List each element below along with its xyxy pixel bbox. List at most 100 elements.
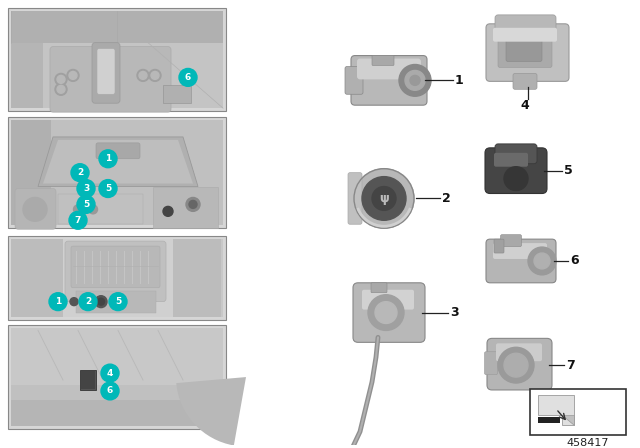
Polygon shape	[538, 395, 574, 425]
FancyBboxPatch shape	[50, 47, 171, 112]
Wedge shape	[176, 377, 246, 445]
Circle shape	[149, 69, 161, 82]
Text: 6: 6	[185, 73, 191, 82]
Bar	[11, 120, 223, 225]
Circle shape	[69, 71, 77, 79]
FancyBboxPatch shape	[498, 34, 552, 68]
FancyBboxPatch shape	[487, 338, 552, 390]
Bar	[11, 328, 223, 426]
Bar	[153, 186, 218, 228]
Bar	[11, 239, 223, 317]
Text: 2: 2	[77, 168, 83, 177]
Circle shape	[151, 71, 159, 79]
FancyBboxPatch shape	[486, 239, 556, 283]
Circle shape	[405, 70, 425, 90]
FancyBboxPatch shape	[97, 49, 115, 94]
Circle shape	[399, 65, 431, 96]
Bar	[76, 291, 156, 313]
Bar	[538, 417, 560, 423]
FancyBboxPatch shape	[486, 24, 569, 82]
Circle shape	[99, 150, 117, 168]
FancyBboxPatch shape	[484, 352, 497, 375]
Bar	[8, 117, 226, 228]
Circle shape	[55, 83, 67, 95]
FancyBboxPatch shape	[71, 246, 160, 288]
FancyBboxPatch shape	[371, 283, 387, 293]
Polygon shape	[11, 11, 223, 43]
Circle shape	[137, 69, 149, 82]
FancyBboxPatch shape	[15, 189, 56, 229]
FancyBboxPatch shape	[494, 153, 528, 167]
Polygon shape	[562, 415, 574, 425]
Circle shape	[101, 364, 119, 382]
Text: 2: 2	[85, 297, 91, 306]
Circle shape	[528, 247, 556, 275]
Circle shape	[375, 302, 397, 323]
Bar	[80, 370, 96, 390]
Bar	[173, 239, 221, 317]
Bar	[63, 239, 173, 317]
Circle shape	[163, 207, 173, 216]
Text: 5: 5	[83, 200, 89, 209]
Circle shape	[99, 180, 117, 198]
Circle shape	[23, 198, 47, 221]
Bar	[58, 194, 143, 224]
Circle shape	[534, 253, 550, 269]
Text: 2: 2	[442, 192, 451, 205]
FancyBboxPatch shape	[353, 283, 425, 342]
Text: 4: 4	[107, 369, 113, 378]
Bar	[11, 328, 223, 426]
Bar	[11, 400, 223, 426]
Circle shape	[504, 167, 528, 190]
Polygon shape	[11, 385, 223, 426]
FancyBboxPatch shape	[513, 73, 537, 89]
Bar	[530, 389, 626, 435]
FancyBboxPatch shape	[345, 66, 363, 94]
Text: ψ: ψ	[379, 192, 389, 205]
Circle shape	[410, 75, 420, 85]
Bar	[8, 8, 226, 111]
Circle shape	[69, 211, 87, 229]
Polygon shape	[43, 140, 193, 184]
Circle shape	[368, 295, 404, 331]
Bar	[81, 371, 95, 389]
Text: 458417: 458417	[567, 438, 609, 448]
Circle shape	[372, 186, 396, 211]
Circle shape	[97, 298, 104, 305]
Text: 4: 4	[520, 99, 529, 112]
FancyBboxPatch shape	[493, 28, 557, 42]
Circle shape	[354, 169, 414, 228]
FancyBboxPatch shape	[372, 56, 394, 65]
Bar	[11, 239, 223, 317]
Circle shape	[189, 200, 197, 208]
Text: 1: 1	[55, 297, 61, 306]
FancyBboxPatch shape	[500, 235, 522, 246]
FancyBboxPatch shape	[494, 239, 504, 253]
Text: 1: 1	[105, 154, 111, 163]
Bar	[8, 236, 226, 319]
Text: 3: 3	[83, 184, 89, 193]
Bar	[11, 11, 223, 108]
FancyBboxPatch shape	[485, 148, 547, 194]
Bar	[11, 120, 51, 225]
Circle shape	[101, 382, 119, 400]
Text: 6: 6	[107, 387, 113, 396]
FancyBboxPatch shape	[348, 172, 362, 224]
FancyBboxPatch shape	[493, 243, 547, 259]
Text: 7: 7	[75, 216, 81, 225]
Text: 5: 5	[105, 184, 111, 193]
Text: 5: 5	[115, 297, 121, 306]
FancyBboxPatch shape	[357, 59, 421, 79]
Circle shape	[74, 205, 83, 214]
FancyBboxPatch shape	[495, 15, 556, 41]
Bar	[11, 120, 223, 225]
Bar	[11, 239, 63, 317]
Circle shape	[498, 347, 534, 383]
Circle shape	[362, 177, 406, 220]
Text: 7: 7	[566, 359, 575, 372]
Text: 6: 6	[570, 254, 579, 267]
Circle shape	[77, 180, 95, 198]
Circle shape	[57, 85, 65, 93]
FancyBboxPatch shape	[495, 144, 537, 164]
FancyBboxPatch shape	[65, 241, 166, 302]
